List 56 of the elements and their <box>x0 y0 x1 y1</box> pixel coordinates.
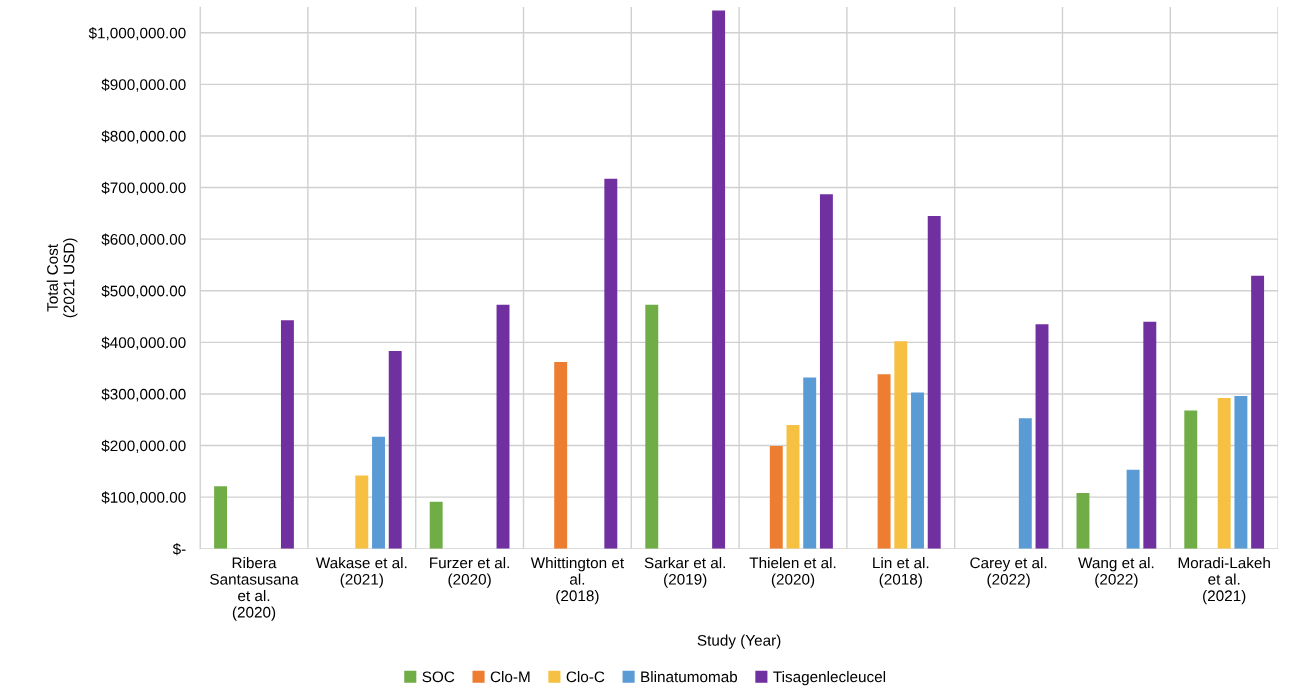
bar <box>355 475 369 549</box>
legend-label: Clo-C <box>566 671 605 683</box>
bar <box>786 424 800 549</box>
x-tick-label: Lin et al. (2018) <box>873 557 929 588</box>
y-tick-label: $400,000.00 <box>101 336 186 350</box>
y-tick-label: $1,000,000.00 <box>88 27 186 41</box>
y-tick-label: $800,000.00 <box>101 130 186 144</box>
y-tick-label: $- <box>172 542 186 556</box>
bar <box>1184 410 1198 549</box>
x-axis-title: Study (Year) <box>697 634 781 649</box>
x-tick-label: Ribera Santasusana et al. (2020) <box>210 557 299 621</box>
y-tick-label: $900,000.00 <box>101 78 186 92</box>
bar <box>819 194 833 549</box>
bar <box>388 351 402 549</box>
bar <box>429 501 443 549</box>
y-tick-label: $600,000.00 <box>101 233 186 247</box>
y-tick-label: $700,000.00 <box>101 181 186 196</box>
y-tick-label: $300,000.00 <box>101 388 186 402</box>
bar <box>1234 396 1248 549</box>
bar <box>1217 398 1231 549</box>
legend-label: SOC <box>422 671 455 683</box>
bar <box>1126 469 1140 549</box>
bar <box>1251 275 1265 549</box>
legend-label: Clo-M <box>490 671 530 683</box>
bar <box>554 361 568 549</box>
x-tick-label: Thielen et al. (2020) <box>749 557 836 588</box>
bar <box>927 215 941 549</box>
bar <box>1143 321 1157 549</box>
bar <box>1018 418 1032 549</box>
legend-label: Tisagenlecleucel <box>773 671 886 686</box>
bar <box>769 446 783 549</box>
x-tick-label: Moradi-Lakeh et al. (2021) <box>1178 557 1270 605</box>
y-tick-label: $200,000.00 <box>101 439 186 454</box>
bar <box>645 304 659 549</box>
x-tick-label: Sarkar et al. (2019) <box>644 557 725 588</box>
bar <box>604 178 618 549</box>
bar <box>911 392 924 549</box>
bar <box>1076 492 1090 549</box>
y-axis-title: Total Cost (2021 USD) <box>46 238 78 318</box>
x-tick-label: Carey et al. (2022) <box>970 557 1047 588</box>
bar <box>280 320 294 549</box>
bar <box>894 341 908 549</box>
x-tick-label: Furzer et al. (2020) <box>430 557 509 588</box>
bar <box>496 304 510 549</box>
bar <box>214 486 228 549</box>
bar <box>372 436 385 549</box>
bar <box>1035 324 1049 549</box>
bar <box>803 377 817 549</box>
y-tick-label: $500,000.00 <box>101 284 186 299</box>
x-tick-label: Wakase et al. (2021) <box>315 557 407 588</box>
bar <box>712 10 726 549</box>
x-tick-label: Wang et al. (2022) <box>1078 557 1154 588</box>
y-tick-label: $100,000.00 <box>101 491 186 505</box>
x-tick-label: Whittington et al. (2018) <box>530 557 624 605</box>
bar <box>877 374 891 549</box>
legend-label: Blinatumomab <box>641 671 738 683</box>
